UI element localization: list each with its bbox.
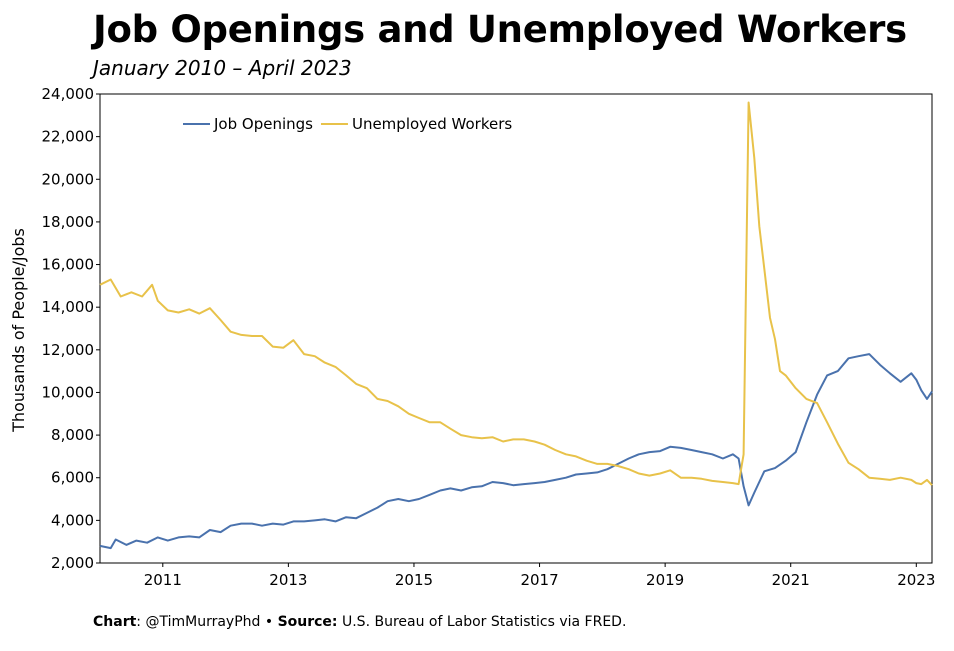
- chart-subtitle: January 2010 – April 2023: [93, 56, 352, 80]
- y-tick-label: 10,000: [42, 383, 95, 401]
- footer-chart-credit: : @TimMurrayPhd •: [136, 614, 278, 630]
- footer-chart-label: Chart: [93, 614, 137, 630]
- y-tick-label: 4,000: [51, 511, 94, 529]
- plot-frame: [99, 93, 933, 564]
- x-tick-label: 2023: [897, 571, 935, 589]
- x-tick-label: 2013: [269, 571, 307, 589]
- y-tick-label: 18,000: [42, 213, 95, 231]
- chart-title: Job Openings and Unemployed Workers: [93, 8, 907, 51]
- x-tick-label: 2019: [646, 571, 684, 589]
- y-tick-label: 14,000: [42, 298, 95, 316]
- footer-source-label: Source:: [277, 614, 338, 630]
- y-tick-label: 12,000: [42, 341, 95, 359]
- y-tick-label: 22,000: [42, 128, 95, 146]
- y-tick-label: 24,000: [42, 85, 95, 103]
- y-tick-label: 6,000: [51, 469, 94, 487]
- y-axis: 2,000 4,000 6,000 8,000 10,000 12,000 14,000 16…: [42, 85, 100, 572]
- x-tick-label: 2017: [520, 571, 558, 589]
- series-line-job-openings: [99, 353, 933, 550]
- x-tick-label: 2021: [772, 571, 810, 589]
- y-axis-label: Thousands of People/Jobs: [9, 228, 28, 433]
- y-tick-label: 2,000: [51, 554, 94, 572]
- x-tick-label: 2011: [144, 571, 182, 589]
- legend: Job Openings Unemployed Workers: [183, 115, 512, 133]
- legend-label-unemployed-workers: Unemployed Workers: [352, 115, 512, 133]
- series-layer: [99, 101, 933, 550]
- plot-border: [99, 93, 933, 564]
- series-line-unemployed-workers: [99, 101, 933, 486]
- footer-source-text: U.S. Bureau of Labor Statistics via FRED…: [337, 614, 627, 630]
- x-tick-label: 2015: [395, 571, 433, 589]
- y-tick-label: 16,000: [42, 256, 95, 274]
- y-tick-label: 8,000: [51, 426, 94, 444]
- legend-label-job-openings: Job Openings: [213, 115, 313, 133]
- y-tick-label: 20,000: [42, 170, 95, 188]
- x-axis: 2011 2013 2015 2017 2019 2021 2023: [144, 563, 935, 589]
- chart-footer: Chart: @TimMurrayPhd • Source: U.S. Bure…: [93, 614, 626, 630]
